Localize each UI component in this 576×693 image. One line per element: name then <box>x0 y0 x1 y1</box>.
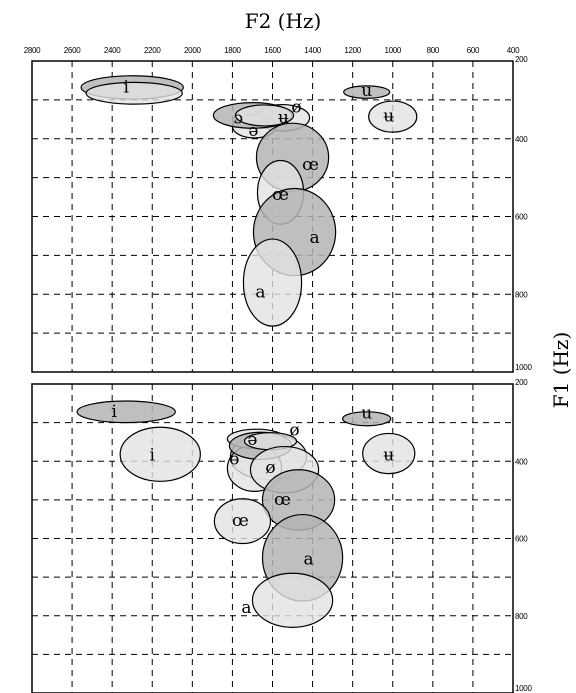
vowel-label: œ <box>302 155 319 175</box>
x-tick-label: 1600 <box>264 46 281 55</box>
vowel-ellipse <box>368 100 418 133</box>
vowel-label: ɵ <box>229 449 239 469</box>
vowel-label: u <box>361 404 372 424</box>
vowel-label: ʉ <box>278 108 289 128</box>
vowel-label: ə <box>248 121 258 141</box>
y-tick-label: 1000 <box>515 363 532 372</box>
vowel-label: ə <box>247 430 257 450</box>
y-tick-label: 800 <box>515 290 528 299</box>
x-tick-label: 2200 <box>144 46 161 55</box>
vowel-label: ɔ <box>234 109 244 129</box>
y-tick-label: 200 <box>515 55 528 64</box>
x-tick-label: 800 <box>427 46 440 55</box>
x-tick-label: 1800 <box>224 46 241 55</box>
vowel-ellipse <box>242 238 303 327</box>
vowel-ellipse <box>234 104 295 127</box>
y-tick-label: 400 <box>515 457 528 466</box>
vowel-ellipse <box>362 432 416 475</box>
x-tick-label: 1200 <box>344 46 361 55</box>
y-tick-label: 200 <box>515 378 528 387</box>
y-tick-label: 600 <box>515 535 528 544</box>
y-tick-label: 800 <box>515 612 528 621</box>
vowel-label: u <box>361 81 372 101</box>
vowel-label: œ <box>272 185 289 205</box>
y-tick-label: 600 <box>515 213 528 222</box>
x-tick-label: 2400 <box>104 46 121 55</box>
plot-frame <box>31 383 514 693</box>
vowel-label: ø <box>291 98 301 118</box>
x-tick-label: 1400 <box>304 46 321 55</box>
vowel-ellipse <box>251 572 334 628</box>
x-tick-label: 600 <box>467 46 480 55</box>
vowel-label: ʉ <box>383 107 394 127</box>
vowel-label: a <box>241 598 251 618</box>
y-tick-label: 1000 <box>515 684 532 693</box>
x-ticks: 2800 2600 2400 2200 2000 1800 1600 1400 1200 1000… <box>24 46 521 55</box>
vowel-label: œ <box>274 490 291 510</box>
x-tick-label: 1000 <box>384 46 401 55</box>
x-tick-label: 2000 <box>184 46 201 55</box>
vowel-ellipse <box>119 426 201 482</box>
vowel-label: i <box>150 445 156 465</box>
vowel-ellipse <box>342 411 392 427</box>
vowel-ellipse <box>76 400 176 424</box>
y-tick-label: 400 <box>515 135 528 144</box>
vowel-label: a <box>304 550 314 570</box>
vowel-label: a <box>255 282 265 302</box>
x-axis-title: F2 (Hz) <box>245 9 322 33</box>
vowel-ellipse <box>343 85 391 99</box>
y-axis-title: F1 (Hz) <box>549 332 573 409</box>
vowel-label: i <box>123 77 129 97</box>
plot-frame <box>31 60 514 373</box>
vowel-ellipse <box>213 498 272 545</box>
x-tick-label: 2800 <box>24 46 41 55</box>
x-tick-label: 400 <box>507 46 520 55</box>
vowel-label: ø <box>289 420 299 440</box>
x-tick-label: 2600 <box>64 46 81 55</box>
vowel-label: œ <box>232 511 249 531</box>
vowel-ellipse <box>85 81 183 105</box>
vowel-label: i <box>111 402 117 422</box>
vowel-label: a <box>310 228 320 248</box>
vowel-label: ʉ <box>383 445 394 465</box>
vowel-label: ø <box>265 458 275 478</box>
